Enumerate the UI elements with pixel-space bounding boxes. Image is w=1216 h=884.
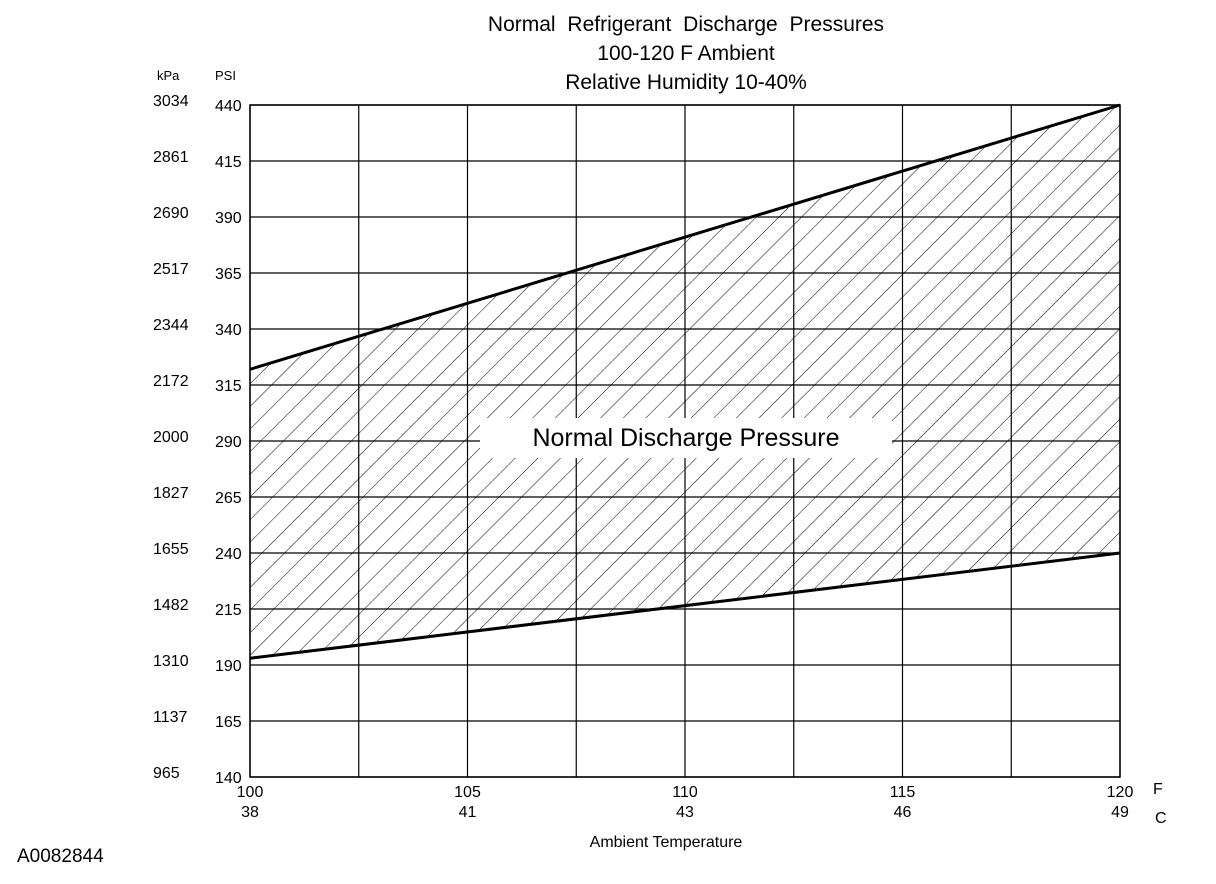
chart-title-block: Normal Refrigerant Discharge Pressures 1… — [386, 10, 986, 97]
y-tick-label-kpa: 2344 — [153, 317, 189, 334]
y-tick-label-psi: 440 — [215, 98, 242, 115]
y-tick-label-psi: 390 — [215, 210, 242, 227]
x-tick-label-c: 41 — [458, 804, 477, 821]
y-tick-label-psi: 190 — [215, 658, 242, 675]
y-tick-label-kpa: 2861 — [153, 149, 189, 166]
chart-title: Normal Refrigerant Discharge Pressures — [487, 13, 885, 36]
y-tick-label-psi: 290 — [215, 434, 242, 451]
y-tick-label-kpa: 1137 — [153, 709, 188, 726]
y-tick-label-kpa: 2517 — [153, 261, 189, 278]
y-tick-label-kpa: 2172 — [153, 373, 189, 390]
chart-subtitle-ambient: 100-120 F Ambient — [597, 42, 775, 65]
y-tick-label-psi: 365 — [215, 266, 242, 283]
x-tick-label-f: 110 — [672, 784, 698, 801]
y-tick-label-kpa: 1827 — [153, 485, 189, 502]
y-tick-label-kpa: 965 — [153, 765, 180, 782]
y-tick-label-psi: 265 — [215, 490, 242, 507]
y-unit-psi: PSI — [215, 68, 236, 83]
y-tick-label-psi: 165 — [215, 714, 242, 731]
x-tick-label-f: 115 — [889, 784, 916, 801]
x-tick-label-c: 38 — [241, 804, 259, 821]
figure-code: A0082844 — [17, 846, 104, 867]
x-tick-label-c: 43 — [676, 804, 694, 821]
x-tick-label-f: 100 — [236, 784, 264, 801]
y-tick-label-kpa: 2690 — [153, 205, 189, 222]
x-tick-label-f: 105 — [454, 784, 481, 801]
x-tick-label-f: 120 — [1106, 784, 1134, 801]
x-unit-fahrenheit: F — [1153, 781, 1163, 798]
plot-frame — [249, 104, 1121, 778]
band-label: Normal Discharge Pressure — [480, 418, 892, 458]
y-tick-label-psi: 240 — [215, 546, 242, 563]
lower-limit-line — [249, 551, 1121, 660]
chart-subtitle-humidity: Relative Humidity 10-40% — [565, 71, 807, 94]
x-unit-celsius: C — [1155, 810, 1167, 827]
x-tick-label-c: 49 — [1111, 804, 1129, 821]
y-tick-label-kpa: 1655 — [153, 541, 189, 558]
y-tick-label-kpa: 1310 — [153, 653, 189, 670]
y-tick-label-psi: 215 — [215, 602, 242, 619]
y-tick-label-psi: 415 — [215, 154, 242, 171]
y-unit-kpa: kPa — [157, 68, 180, 83]
normal-pressure-band — [250, 105, 1120, 659]
upper-limit-line — [249, 103, 1121, 371]
y-tick-label-kpa: 2000 — [153, 429, 189, 446]
y-tick-label-kpa: 3034 — [153, 93, 189, 110]
y-tick-label-psi: 315 — [215, 378, 242, 395]
y-tick-label-psi: 140 — [215, 770, 242, 787]
y-tick-label-psi: 340 — [215, 322, 242, 339]
y-tick-label-kpa: 1482 — [153, 597, 189, 614]
x-axis-label: Ambient Temperature — [589, 834, 743, 851]
x-tick-label-c: 46 — [893, 804, 912, 821]
